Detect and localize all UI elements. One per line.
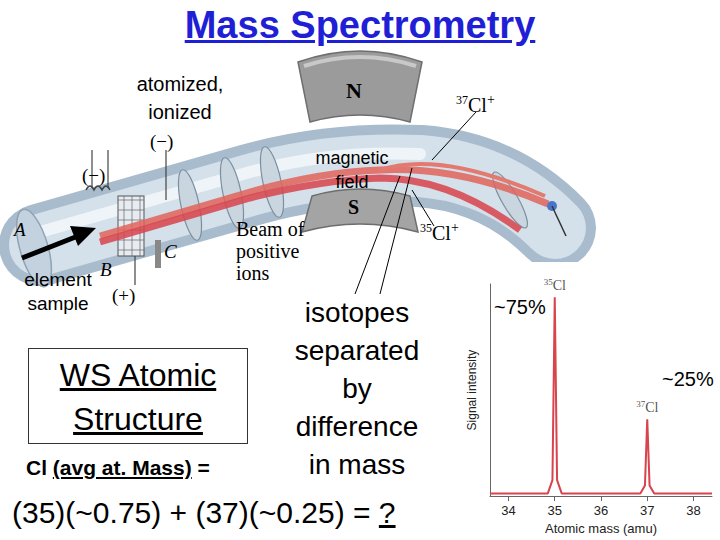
html-text:by: by xyxy=(342,373,372,404)
html-text:~75%: ~75% xyxy=(494,296,546,318)
svg-text:Atomic mass (amu): Atomic mass (amu) xyxy=(545,521,657,536)
svg-text:34: 34 xyxy=(501,503,515,518)
html-text:in mass: in mass xyxy=(308,449,406,480)
html-text:~25%: ~25% xyxy=(662,368,714,390)
svg-text:C: C xyxy=(164,241,177,262)
svg-text:Signal intensity: Signal intensity xyxy=(465,350,479,431)
svg-text:37: 37 xyxy=(640,503,654,518)
html-text:field: field xyxy=(335,172,369,192)
svg-text:positive: positive xyxy=(236,240,299,263)
svg-text:Cl: Cl xyxy=(645,400,658,415)
svg-text:35Cl+: 35Cl+ xyxy=(420,220,459,244)
svg-text:37Cl+: 37Cl+ xyxy=(456,92,495,116)
html-text:(35)(~0.75) + (37)(~0.25) =?: (35)(~0.75) + (37)(~0.25) =? xyxy=(12,496,396,529)
html-text:isotopes: isotopes xyxy=(304,297,410,328)
html-text:Mass Spectrometry: Mass Spectrometry xyxy=(184,4,536,46)
html-text:sample: sample xyxy=(27,293,89,314)
svg-text:35: 35 xyxy=(543,276,553,287)
html-text:magnetic: magnetic xyxy=(315,148,389,168)
svg-text:ions: ions xyxy=(236,262,270,284)
html-text:separated: separated xyxy=(294,335,420,366)
svg-text:S: S xyxy=(348,196,359,218)
svg-text:B: B xyxy=(100,259,112,280)
html-text:ionized: ionized xyxy=(148,101,212,123)
html-text:WS Atomic: WS Atomic xyxy=(59,357,217,393)
svg-text:N: N xyxy=(346,78,362,103)
svg-text:38: 38 xyxy=(686,503,700,518)
html-text:element: element xyxy=(24,269,92,290)
svg-text:37: 37 xyxy=(636,398,646,409)
svg-text:35: 35 xyxy=(548,503,562,518)
html-text:Structure: Structure xyxy=(73,401,203,437)
svg-text:Beam of: Beam of xyxy=(236,218,305,240)
html-text:atomized,: atomized, xyxy=(136,73,224,95)
html-text:difference: difference xyxy=(295,411,419,442)
svg-text:A: A xyxy=(12,219,26,240)
svg-text:(+): (+) xyxy=(112,285,135,307)
html-text:Cl (avg at. Mass) =: Cl (avg at. Mass) = xyxy=(26,456,210,479)
svg-text:(−): (−) xyxy=(150,131,173,153)
svg-text:36: 36 xyxy=(594,503,608,518)
svg-text:Cl: Cl xyxy=(553,278,566,293)
svg-text:(−): (−) xyxy=(82,165,105,187)
